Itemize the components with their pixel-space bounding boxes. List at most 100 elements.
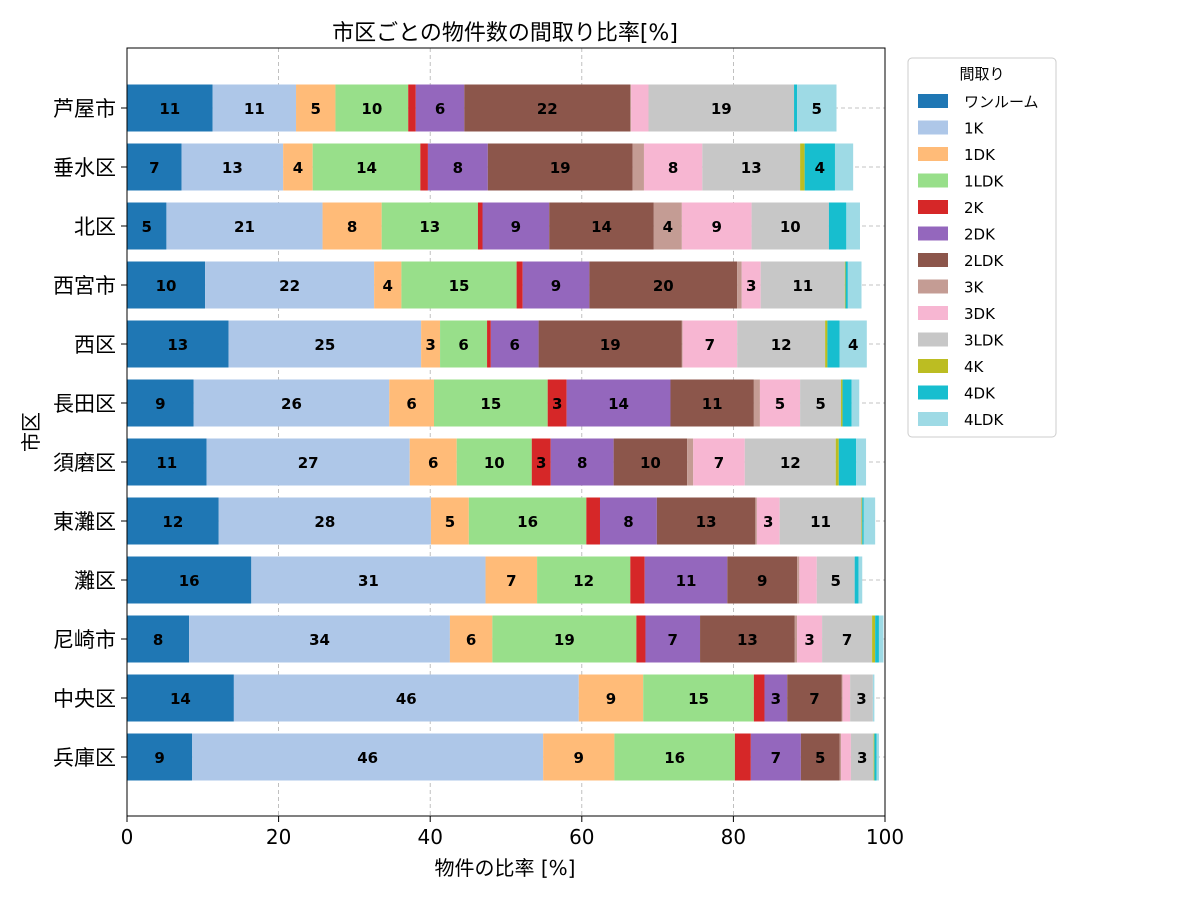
legend-label: ワンルーム (964, 93, 1039, 111)
bar-segment (850, 733, 874, 781)
bar-segment (737, 261, 742, 309)
bar-segment (787, 674, 842, 722)
bar-value-label: 13 (741, 159, 762, 177)
bar-value-label: 3 (857, 749, 867, 767)
bar-segment (127, 202, 167, 250)
bar-value-label: 8 (577, 454, 587, 472)
legend-title: 間取り (959, 65, 1004, 83)
bar-segment (632, 143, 644, 191)
bar-segment (430, 497, 469, 545)
bar-segment (127, 674, 234, 722)
bar-segment (693, 438, 745, 486)
bar-segment (750, 733, 801, 781)
bar-segment (193, 379, 390, 427)
bar-value-label: 27 (298, 454, 319, 472)
bar-segment (751, 202, 829, 250)
bar-segment (440, 320, 488, 368)
legend-swatch (918, 412, 948, 426)
bar-value-label: 5 (775, 395, 785, 413)
bar-segment (744, 438, 836, 486)
legend-label: 3K (964, 279, 985, 297)
bar-value-label: 21 (234, 218, 255, 236)
bar-value-label: 11 (244, 100, 265, 118)
legend-label: 1DK (964, 146, 996, 164)
legend-label: 4K (964, 358, 985, 376)
bar-segment (449, 615, 493, 663)
bar-segment (854, 556, 859, 604)
bar-segment (578, 674, 644, 722)
bar-segment (477, 202, 483, 250)
bar-segment (296, 84, 336, 132)
bar-segment (127, 615, 190, 663)
bar-value-label: 9 (154, 749, 164, 767)
x-tick-label: 100 (866, 825, 904, 849)
bar-segment (687, 438, 694, 486)
bar-value-label: 7 (149, 159, 159, 177)
bar-segment (630, 84, 632, 132)
bar-segment (547, 379, 567, 427)
bar-value-labels: 11 11 5 10 6 22 19 5 7 13 4 14 8 19 8 13 4 5 21 8 13 9 14 4 9 10 1… (141, 100, 867, 767)
bar-segment (189, 615, 450, 663)
bar-segment (433, 379, 548, 427)
bar-value-label: 25 (314, 336, 335, 354)
bar-segment (816, 556, 855, 604)
bar-segment (878, 615, 884, 663)
bar-segment (401, 261, 517, 309)
bar-segment (700, 615, 795, 663)
bar-segment (845, 261, 848, 309)
bar-segment (681, 202, 752, 250)
bar-value-label: 14 (170, 690, 191, 708)
bar-segment (522, 261, 590, 309)
bar-segment (127, 497, 219, 545)
y-category-label: 中央区 (53, 687, 116, 711)
bar-segment (727, 556, 798, 604)
bar-segment (760, 261, 845, 309)
bar-segment (858, 556, 863, 604)
bar-segment (779, 497, 862, 545)
bar-value-label: 10 (484, 454, 505, 472)
bar-segment (127, 261, 206, 309)
bar-value-label: 11 (792, 277, 813, 295)
bar-segment (127, 733, 193, 781)
bar-value-label: 14 (356, 159, 377, 177)
bar-segment (755, 497, 757, 545)
bar-segment (492, 615, 637, 663)
x-axis-ticks: 0 20 40 60 80 100 (121, 816, 904, 849)
bar-segment (485, 556, 538, 604)
bar-segment (872, 674, 875, 722)
bar-value-label: 9 (712, 218, 722, 236)
bar-segment (487, 320, 491, 368)
bar-segment (794, 84, 798, 132)
bar-value-label: 5 (445, 513, 455, 531)
bar-segment (841, 379, 843, 427)
bar-segment (825, 320, 828, 368)
bar-segment (631, 84, 649, 132)
bar-value-label: 16 (179, 572, 200, 590)
bar-segment (586, 497, 600, 545)
bar-segment (228, 320, 422, 368)
bar-value-label: 15 (480, 395, 501, 413)
bar-value-label: 10 (640, 454, 661, 472)
bar-value-label: 6 (458, 336, 468, 354)
bar-value-label: 5 (815, 749, 825, 767)
bar-value-label: 9 (155, 395, 165, 413)
bar-value-label: 13 (696, 513, 717, 531)
legend-swatch (918, 226, 948, 241)
bar-segment (205, 261, 375, 309)
bar-segment (800, 143, 805, 191)
bar-value-label: 9 (574, 749, 584, 767)
bar-segment (839, 320, 867, 368)
bar-segment (389, 379, 434, 427)
bar-segment (251, 556, 486, 604)
bar-value-label: 14 (591, 218, 612, 236)
bar-segment (421, 320, 441, 368)
bar-value-label: 3 (804, 631, 814, 649)
bar-segment (409, 438, 457, 486)
bar-value-label: 12 (780, 454, 801, 472)
chart-title: 市区ごとの物件数の間取り比率[%] (332, 21, 678, 46)
bar-value-label: 12 (573, 572, 594, 590)
bar-segment (799, 556, 817, 604)
legend-swatch (918, 306, 948, 320)
bar-segment (844, 261, 846, 309)
